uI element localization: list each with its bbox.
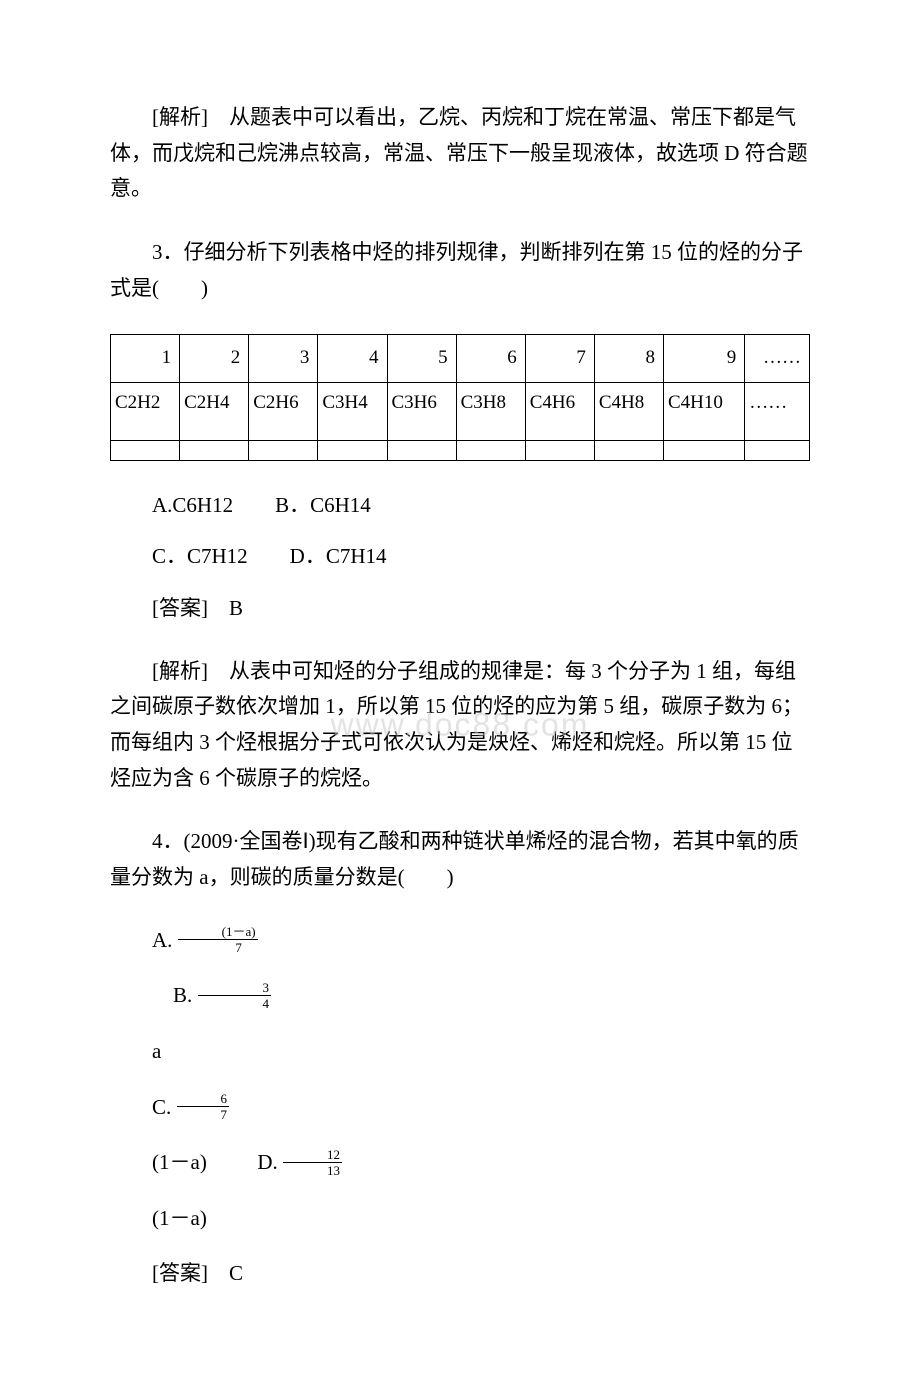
table-cell: C3H8 bbox=[456, 382, 525, 440]
table-cell: 7 bbox=[525, 335, 594, 382]
q4-option-a: A. (1－a) 7 bbox=[110, 924, 810, 958]
option-prefix: C. bbox=[152, 1095, 171, 1119]
fraction: 3 4 bbox=[198, 981, 272, 1010]
table-cell bbox=[594, 440, 663, 460]
q3-options-ab: A.C6H12 B．C6H14 bbox=[110, 489, 810, 523]
fraction: (1－a) 7 bbox=[178, 925, 258, 954]
table-cell bbox=[745, 440, 810, 460]
q2-analysis: [解析] 从题表中可以看出，乙烷、丙烷和丁烷在常温、常压下都是气体，而戊烷和己烷… bbox=[110, 100, 810, 207]
q4-option-b: B. 3 4 bbox=[110, 979, 810, 1013]
table-cell: 2 bbox=[180, 335, 249, 382]
q3-table: 1 2 3 4 5 6 7 8 9 …… C2H2 C2H4 C2H6 C3H4… bbox=[110, 334, 810, 460]
fraction-numerator: 3 bbox=[198, 981, 272, 996]
q4-var-a1: a bbox=[110, 1035, 810, 1069]
option-c-tail: (1－a) bbox=[152, 1150, 207, 1174]
q4-option-cd-line: (1－a) D. 12 13 bbox=[110, 1146, 810, 1180]
table-cell: C3H4 bbox=[318, 382, 387, 440]
table-cell: 1 bbox=[111, 335, 180, 382]
table-cell bbox=[180, 440, 249, 460]
table-cell: C2H4 bbox=[180, 382, 249, 440]
table-cell bbox=[387, 440, 456, 460]
table-cell: 8 bbox=[594, 335, 663, 382]
table-cell: 3 bbox=[249, 335, 318, 382]
table-cell: C2H2 bbox=[111, 382, 180, 440]
table-cell bbox=[249, 440, 318, 460]
table-row: C2H2 C2H4 C2H6 C3H4 C3H6 C3H8 C4H6 C4H8 … bbox=[111, 382, 810, 440]
table-cell: C4H8 bbox=[594, 382, 663, 440]
option-prefix: B. bbox=[173, 983, 192, 1007]
table-cell bbox=[525, 440, 594, 460]
q4-stem: 4．(2009·全国卷Ⅰ)现有乙酸和两种链状单烯烃的混合物，若其中氧的质量分数为… bbox=[110, 824, 810, 895]
q4-answer: [答案] C bbox=[110, 1257, 810, 1291]
q3-analysis: [解析] 从表中可知烃的分子组成的规律是：每 3 个分子为 1 组，每组之间碳原… bbox=[110, 654, 810, 797]
table-cell: 6 bbox=[456, 335, 525, 382]
q3-stem: 3．仔细分析下列表格中烃的排列规律，判断排列在第 15 位的烃的分子式是( ) bbox=[110, 235, 810, 306]
table-cell: 9 bbox=[664, 335, 745, 382]
q4-option-c: C. 6 7 bbox=[110, 1091, 810, 1125]
table-cell: 4 bbox=[318, 335, 387, 382]
table-cell bbox=[456, 440, 525, 460]
table-row: 1 2 3 4 5 6 7 8 9 …… bbox=[111, 335, 810, 382]
fraction: 12 13 bbox=[283, 1148, 342, 1177]
table-row bbox=[111, 440, 810, 460]
option-prefix: A. bbox=[152, 928, 172, 952]
fraction-numerator: (1－a) bbox=[178, 925, 258, 940]
fraction-denominator: 7 bbox=[177, 1107, 230, 1121]
table-cell bbox=[664, 440, 745, 460]
table-cell: C4H6 bbox=[525, 382, 594, 440]
fraction-denominator: 7 bbox=[178, 940, 258, 954]
fraction-numerator: 6 bbox=[177, 1092, 230, 1107]
q3-table-wrapper: 1 2 3 4 5 6 7 8 9 …… C2H2 C2H4 C2H6 C3H4… bbox=[110, 334, 810, 460]
table-cell: …… bbox=[745, 335, 810, 382]
fraction-denominator: 4 bbox=[198, 996, 272, 1010]
table-cell: …… bbox=[745, 382, 810, 440]
q4-var-a2: (1－a) bbox=[110, 1202, 810, 1236]
table-cell bbox=[318, 440, 387, 460]
table-cell bbox=[111, 440, 180, 460]
table-cell: 5 bbox=[387, 335, 456, 382]
fraction-numerator: 12 bbox=[283, 1148, 342, 1163]
fraction-denominator: 13 bbox=[283, 1163, 342, 1177]
fraction: 6 7 bbox=[177, 1092, 230, 1121]
table-cell: C2H6 bbox=[249, 382, 318, 440]
q3-answer: [答案] B bbox=[110, 592, 810, 626]
q3-options-cd: C．C7H12 D．C7H14 bbox=[110, 540, 810, 574]
option-prefix: D. bbox=[257, 1150, 277, 1174]
table-cell: C3H6 bbox=[387, 382, 456, 440]
table-cell: C4H10 bbox=[664, 382, 745, 440]
